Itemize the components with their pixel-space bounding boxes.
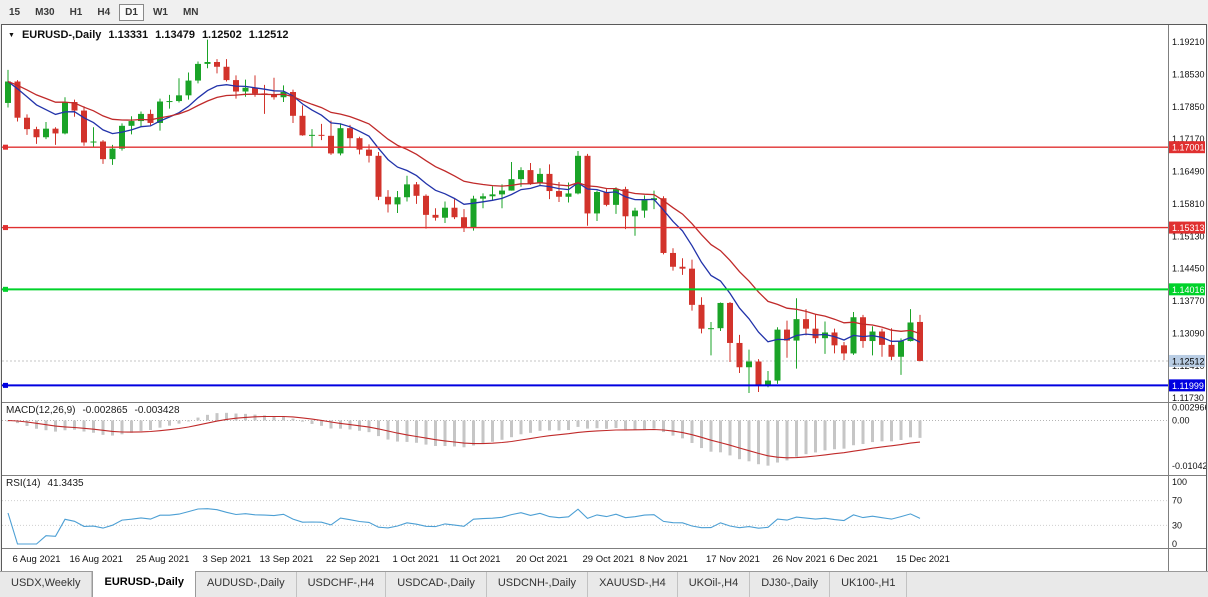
timeframe-button-h1[interactable]: H1	[69, 6, 83, 18]
macd-indicator-label: MACD(12,26,9) -0.002865 -0.003428	[6, 405, 180, 416]
rsi-indicator-label: RSI(14) 41.3435	[6, 478, 84, 489]
ohlc-high: 1.13479	[155, 29, 195, 41]
svg-text:29 Oct 2021: 29 Oct 2021	[583, 554, 635, 565]
rsi-pane	[2, 500, 1168, 545]
timeframe-button-mn[interactable]: MN	[182, 6, 199, 18]
svg-text:1.15130: 1.15130	[1172, 231, 1205, 241]
svg-text:26 Nov 2021: 26 Nov 2021	[773, 554, 827, 565]
svg-text:1.15810: 1.15810	[1172, 199, 1205, 209]
svg-text:20 Oct 2021: 20 Oct 2021	[516, 554, 568, 565]
chart-tab-eurusd-daily[interactable]: EURUSD-,Daily	[92, 571, 196, 597]
svg-text:100: 100	[1172, 477, 1187, 487]
chart-tab-dj30-daily[interactable]: DJ30-,Daily	[750, 572, 831, 597]
macd-main-value: -0.002865	[82, 405, 128, 416]
svg-text:15 Dec 2021: 15 Dec 2021	[896, 554, 950, 565]
svg-text:1.14450: 1.14450	[1172, 264, 1205, 274]
svg-text:1.11999: 1.11999	[1172, 381, 1204, 391]
svg-text:0.00: 0.00	[1172, 415, 1190, 425]
main-price-pane	[2, 39, 1168, 393]
svg-text:1.17170: 1.17170	[1172, 134, 1205, 144]
svg-text:-0.01042: -0.01042	[1172, 461, 1206, 471]
chart-tabs-bar: USDX,Weekly EURUSD-,Daily AUDUSD-,Daily USD…	[0, 571, 1208, 597]
svg-text:30: 30	[1172, 520, 1182, 530]
chart-tab-ukoil-h4[interactable]: UKOil-,H4	[678, 572, 751, 597]
chart-canvas[interactable]: 1.19210 1.18530 1.17850 1.17170 1.16490 1.158…	[2, 25, 1206, 571]
svg-text:1.19210: 1.19210	[1172, 37, 1205, 47]
timeframe-button-w1[interactable]: W1	[152, 6, 168, 18]
ohlc-close: 1.12512	[248, 29, 289, 41]
svg-text:6 Dec 2021: 6 Dec 2021	[830, 554, 879, 565]
svg-text:1.15313: 1.15313	[1172, 223, 1205, 233]
chart-tab-usdchf-h4[interactable]: USDCHF-,H4	[297, 572, 387, 597]
rsi-value: 41.3435	[47, 478, 84, 489]
ohlc-open: 1.13331	[108, 29, 149, 41]
price-scale[interactable]: 1.19210 1.18530 1.17850 1.17170 1.16490 1.158…	[1169, 37, 1206, 549]
chart-tab-usdcnh-daily[interactable]: USDCNH-,Daily	[487, 572, 589, 597]
svg-text:6 Aug 2021: 6 Aug 2021	[13, 554, 61, 565]
svg-text:1.17001: 1.17001	[1172, 143, 1205, 153]
timeframe-button-h4[interactable]: H4	[97, 6, 111, 18]
timeframe-button-d1[interactable]: D1	[119, 3, 144, 21]
svg-text:70: 70	[1172, 496, 1182, 506]
svg-text:0.002966: 0.002966	[1172, 403, 1206, 413]
svg-text:3 Sep 2021: 3 Sep 2021	[203, 554, 252, 565]
svg-text:0: 0	[1172, 539, 1177, 549]
timeframe-button-15[interactable]: 15	[9, 6, 21, 18]
chart-symbol: EURUSD-,Daily	[21, 29, 102, 41]
timeframe-button-m30[interactable]: M30	[35, 6, 55, 18]
chart-tab-xauusd-h4[interactable]: XAUUSD-,H4	[588, 572, 678, 597]
macd-name: MACD(12,26,9)	[6, 405, 76, 416]
svg-text:8 Nov 2021: 8 Nov 2021	[640, 554, 689, 565]
svg-text:11 Oct 2021: 11 Oct 2021	[450, 554, 501, 565]
svg-text:1.14016: 1.14016	[1172, 285, 1205, 295]
chart-title: ▼ EURUSD-,Daily 1.13331 1.13479 1.12502 …	[8, 29, 288, 41]
current-price-badge	[1169, 354, 1205, 367]
chart-tab-audusd-daily[interactable]: AUDUSD-,Daily	[196, 572, 297, 597]
chart-tab-uk100-h1[interactable]: UK100-,H1	[830, 572, 908, 597]
svg-text:22 Sep 2021: 22 Sep 2021	[326, 554, 380, 565]
svg-text:1 Oct 2021: 1 Oct 2021	[393, 554, 439, 565]
svg-text:1.18530: 1.18530	[1172, 69, 1205, 79]
ohlc-low: 1.12502	[201, 29, 242, 41]
macd-signal-value: -0.003428	[134, 405, 180, 416]
svg-text:16 Aug 2021: 16 Aug 2021	[70, 554, 123, 565]
svg-text:25 Aug 2021: 25 Aug 2021	[136, 554, 189, 565]
timeframe-toolbar: 15 M30 H1 H4 D1 W1 MN	[0, 0, 1208, 24]
tabbar-filler	[907, 572, 1208, 597]
date-axis[interactable]: 6 Aug 2021 16 Aug 2021 25 Aug 2021 3 Sep 20…	[13, 554, 950, 565]
macd-pane	[2, 412, 1168, 466]
svg-text:1.13090: 1.13090	[1172, 328, 1205, 338]
svg-text:1.12512: 1.12512	[1172, 356, 1205, 366]
svg-text:13 Sep 2021: 13 Sep 2021	[260, 554, 314, 565]
rsi-name: RSI(14)	[6, 478, 41, 489]
svg-text:1.17850: 1.17850	[1172, 102, 1205, 112]
symbol-dropdown-icon[interactable]: ▼	[8, 31, 15, 39]
svg-text:1.13770: 1.13770	[1172, 296, 1205, 306]
svg-text:17 Nov 2021: 17 Nov 2021	[706, 554, 760, 565]
chart-tab-usdcad-daily[interactable]: USDCAD-,Daily	[386, 572, 487, 597]
chart-window: ▼ EURUSD-,Daily 1.13331 1.13479 1.12502 …	[1, 24, 1207, 572]
svg-text:1.11730: 1.11730	[1172, 393, 1204, 403]
chart-tab-usdx-weekly[interactable]: USDX,Weekly	[0, 572, 93, 597]
svg-text:1.16490: 1.16490	[1172, 167, 1205, 177]
